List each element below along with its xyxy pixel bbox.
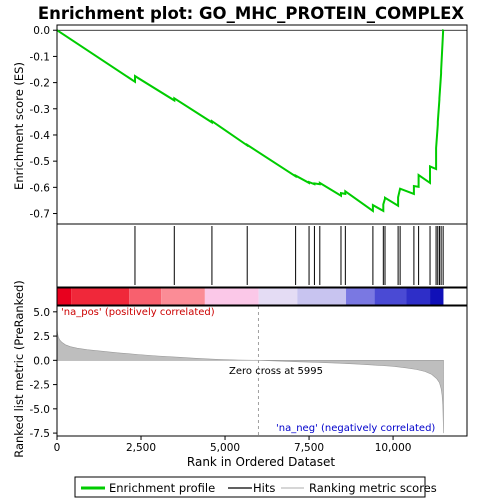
es-y-tick-label: 0.0: [33, 25, 50, 37]
heatmap-segment: [204, 288, 259, 305]
heatmap-segment: [346, 288, 375, 305]
hits-plot-area: [57, 224, 467, 287]
metric-y-tick-label: -7.5: [30, 428, 51, 440]
metric-y-tick-label: 5.0: [33, 307, 50, 319]
legend-box: [74, 476, 426, 498]
heatmap-segment: [57, 288, 72, 305]
heatmap-segment: [297, 288, 347, 305]
x-tick-label: 2,500: [126, 442, 156, 454]
enrichment-profile-line: [56, 29, 445, 213]
es-y-tick-label: -0.5: [30, 156, 51, 168]
heatmap-empty: [443, 288, 467, 305]
heatmap-frame: [56, 287, 468, 306]
metric-y-axis-label: Ranked list metric (PreRanked): [12, 280, 26, 458]
legend: Enrichment profile Hits Ranking metric s…: [74, 476, 437, 498]
heatmap-segment: [406, 288, 431, 305]
x-axis-label: Rank in Ordered Dataset: [187, 455, 335, 469]
legend-label-enrichment-profile: Enrichment profile: [109, 481, 215, 495]
x-tick-label: 5,000: [210, 442, 240, 454]
metric-y-tick-label: -5.0: [30, 404, 51, 416]
es-y-tick-label: -0.7: [30, 209, 51, 221]
heatmap-segment: [374, 288, 407, 305]
es-y-tick-label: -0.2: [30, 78, 51, 90]
x-tick-label: 0: [54, 442, 61, 454]
legend-label-hits: Hits: [253, 481, 275, 495]
x-tick-label: 7,500: [294, 442, 324, 454]
zero-cross-label: Zero cross at 5995: [229, 366, 323, 377]
es-y-tick-label: -0.1: [30, 51, 51, 63]
metric-plot-area: [57, 306, 467, 436]
ranked-heatmap-bar: [56, 287, 468, 306]
es-y-tick-label: -0.4: [30, 130, 51, 142]
heatmap-segment: [430, 288, 444, 305]
x-tick-label: 10,000: [375, 442, 412, 454]
metric-panel-frame: [56, 305, 468, 437]
es-y-axis-label: Enrichment score (ES): [12, 62, 26, 190]
metric-y-tick-label: -2.5: [30, 380, 51, 392]
heatmap-segment: [161, 288, 205, 305]
hits-panel-frame: [56, 223, 468, 288]
metric-panel: 5.0 2.5 0.0 -2.5 -5.0 -7.50 2,500 5,000 7,500 10,…: [30, 305, 468, 454]
hits-panel: [56, 223, 468, 288]
neg-correlated-label: 'na_neg' (negatively correlated): [276, 423, 435, 434]
legend-label-ranking-metric: Ranking metric scores: [309, 481, 437, 495]
es-y-tick-label: -0.6: [30, 182, 51, 194]
heatmap-segment: [258, 288, 298, 305]
es-y-tick-label: -0.3: [30, 104, 51, 116]
chart-title: Enrichment plot: GO_MHC_PROTEIN_COMPLEX: [38, 4, 465, 23]
metric-y-tick-label: 2.5: [33, 331, 50, 343]
pos-correlated-label: 'na_pos' (positively correlated): [61, 307, 215, 318]
es-plot-area: [57, 25, 467, 224]
es-panel: 0.0 -0.1 -0.2 -0.3 -0.4 -0.5 -0.6 -0.7: [30, 24, 468, 225]
heatmap-segment: [71, 288, 130, 305]
ranking-metric-area: [56, 328, 444, 434]
heatmap-segment: [129, 288, 162, 305]
metric-y-tick-label: 0.0: [33, 355, 50, 367]
